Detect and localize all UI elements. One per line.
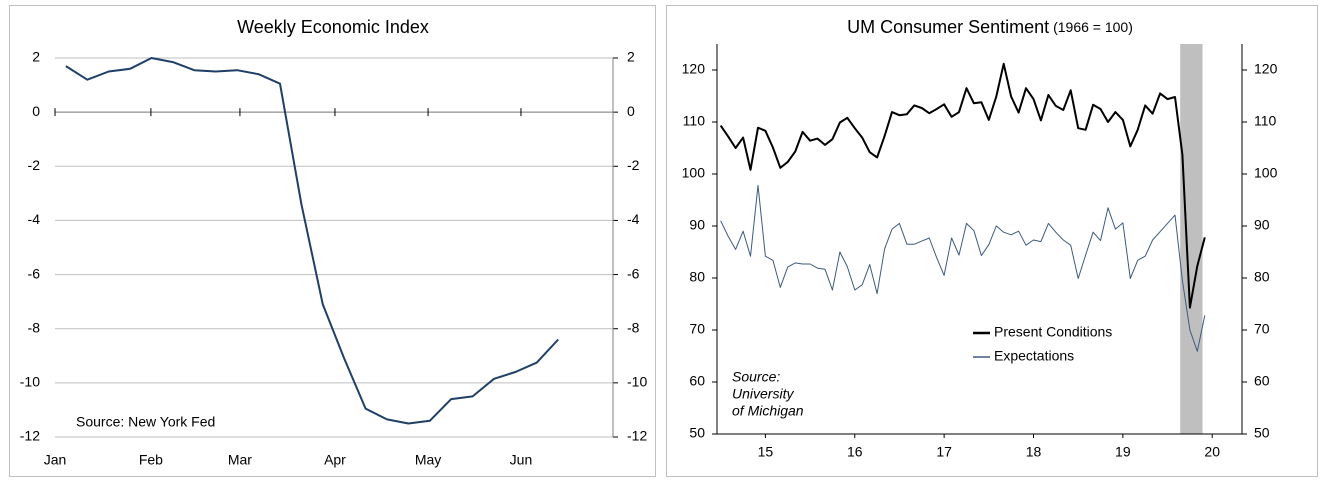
x-tick-label: Jun <box>510 452 533 468</box>
source-note: of Michigan <box>732 403 804 419</box>
chart-title: Weekly Economic Index <box>237 17 429 37</box>
y2-tick-label: 0 <box>627 103 635 119</box>
y2-tick-label: 110 <box>1254 113 1277 129</box>
y-tick-label: -6 <box>28 265 41 281</box>
source-note: Source: New York Fed <box>76 414 215 430</box>
chart-title: UM Consumer Sentiment (1966 = 100) <box>847 17 1133 37</box>
x-tick-label: 18 <box>1026 444 1042 460</box>
title-text: UM Consumer Sentiment <box>847 17 1049 37</box>
panel-border <box>9 5 656 477</box>
y-tick-label: 2 <box>32 49 40 65</box>
y-tick-label: -8 <box>28 319 41 335</box>
x-tick-label: Mar <box>228 452 252 468</box>
y-tick-label: -2 <box>28 157 41 173</box>
y2-tick-label: -8 <box>627 319 640 335</box>
data-line <box>720 184 1206 352</box>
y-tick-label: 120 <box>682 61 706 77</box>
y-tick-label: -4 <box>28 211 41 227</box>
x-tick-label: 20 <box>1204 444 1220 460</box>
y2-tick-label: 90 <box>1254 217 1270 233</box>
y2-tick-label: 100 <box>1254 165 1278 181</box>
x-tick-label: 15 <box>758 444 774 460</box>
y2-tick-label: 120 <box>1254 61 1278 77</box>
y-tick-label: -12 <box>20 428 40 444</box>
subtitle-text: (1966 = 100) <box>1053 19 1133 35</box>
x-tick-label: 17 <box>936 444 952 460</box>
y-tick-label: -10 <box>20 374 40 390</box>
y2-tick-label: -4 <box>627 211 640 227</box>
x-tick-label: Apr <box>324 452 346 468</box>
x-tick-label: Feb <box>139 452 163 468</box>
y-tick-label: 0 <box>32 103 40 119</box>
shaded-region <box>1180 44 1203 434</box>
panel-border <box>666 5 1318 477</box>
y2-tick-label: -6 <box>627 265 640 281</box>
x-tick-label: May <box>415 452 441 468</box>
source-note: University <box>732 386 794 402</box>
y-tick-label: 60 <box>689 373 705 389</box>
legend-label: Expectations <box>994 348 1074 364</box>
y2-tick-label: 2 <box>627 49 635 65</box>
source-note: Source: <box>732 369 780 385</box>
y2-tick-label: -2 <box>627 157 640 173</box>
y-tick-label: 90 <box>689 217 705 233</box>
y-tick-label: 50 <box>689 425 705 441</box>
data-line <box>719 62 1206 309</box>
y2-tick-label: 80 <box>1254 269 1270 285</box>
y2-tick-label: 60 <box>1254 373 1270 389</box>
y2-tick-label: 70 <box>1254 321 1270 337</box>
y-tick-label: 70 <box>689 321 705 337</box>
y-tick-label: 110 <box>683 113 706 129</box>
y-tick-label: 80 <box>689 269 705 285</box>
y-tick-label: 100 <box>682 165 706 181</box>
x-tick-label: 19 <box>1115 444 1131 460</box>
x-tick-label: 16 <box>847 444 863 460</box>
data-line <box>65 57 559 425</box>
title-text: Weekly Economic Index <box>237 17 429 37</box>
y2-tick-label: -10 <box>627 374 647 390</box>
legend-label: Present Conditions <box>994 324 1112 340</box>
y2-tick-label: 50 <box>1254 425 1270 441</box>
x-tick-label: Jan <box>44 452 67 468</box>
y2-tick-label: -12 <box>627 428 647 444</box>
